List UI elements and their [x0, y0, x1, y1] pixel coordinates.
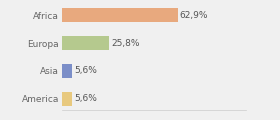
Bar	[62, 36, 109, 50]
Text: 25,8%: 25,8%	[111, 39, 140, 48]
Bar	[62, 8, 178, 22]
Text: 62,9%: 62,9%	[180, 11, 208, 20]
Bar	[62, 92, 72, 106]
Bar	[62, 64, 72, 78]
Text: 5,6%: 5,6%	[74, 66, 97, 75]
Text: 5,6%: 5,6%	[74, 94, 97, 103]
